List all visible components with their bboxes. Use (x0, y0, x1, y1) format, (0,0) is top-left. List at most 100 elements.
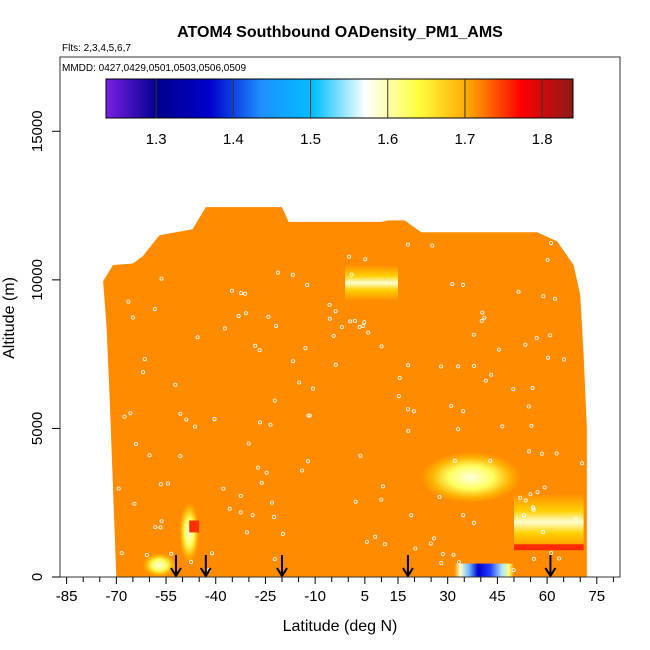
x-tick-label: -10 (304, 588, 326, 605)
x-tick-label: -85 (56, 588, 78, 605)
sample-points (116, 221, 585, 573)
sample-point (152, 307, 157, 312)
sample-point (266, 314, 271, 319)
sample-point (489, 372, 494, 377)
sample-point (366, 330, 371, 335)
sample-point (126, 299, 131, 304)
sample-point (364, 539, 369, 544)
sample-point (397, 375, 402, 380)
sample-point (195, 335, 200, 340)
sample-point (542, 485, 547, 490)
x-tick-label: -70 (105, 588, 127, 605)
sample-point (363, 257, 368, 262)
sample-point (557, 556, 562, 561)
sample-point (153, 525, 158, 530)
y-tick-label: 10000 (29, 259, 46, 301)
sample-point (184, 417, 189, 422)
sample-point (554, 451, 559, 456)
flight-arrows (170, 555, 557, 578)
sample-point (528, 225, 533, 230)
sample-point (236, 313, 241, 318)
sample-point (526, 404, 531, 409)
sample-point (310, 386, 315, 391)
y-tick-label: 0 (29, 573, 46, 581)
sample-point (272, 515, 277, 520)
sample-point (158, 482, 163, 487)
x-tick-label: 30 (439, 588, 456, 605)
sample-point (147, 240, 152, 245)
sample-point (488, 458, 493, 463)
sample-point (130, 315, 135, 320)
sample-point (238, 510, 243, 515)
heatmap-feature (142, 553, 176, 577)
sample-point (411, 409, 416, 414)
sample-point (535, 490, 540, 495)
sample-point (541, 294, 546, 299)
sample-point (531, 556, 536, 561)
x-axis-label: Latitude (deg N) (283, 618, 398, 635)
sample-point (159, 276, 164, 281)
sample-point (140, 370, 145, 375)
sample-point (482, 315, 487, 320)
sample-point (379, 497, 384, 502)
sample-point (250, 513, 255, 518)
sample-point (264, 470, 269, 475)
heatmap-feature (454, 563, 514, 577)
sample-point (437, 494, 442, 499)
x-tick-label: -55 (155, 588, 177, 605)
sample-point (192, 424, 197, 429)
sample-point (553, 296, 558, 301)
sample-point (580, 461, 585, 466)
heatmap-feature (514, 544, 584, 551)
sample-point (239, 291, 244, 296)
sample-point (361, 323, 366, 328)
sample-point (128, 411, 133, 416)
sample-point (333, 362, 338, 367)
sample-point (439, 364, 444, 369)
sample-point (573, 236, 578, 241)
sample-point (578, 244, 583, 249)
sample-point (406, 428, 411, 433)
sample-point (406, 363, 411, 368)
heatmap-feature (514, 493, 584, 551)
sample-point (440, 552, 445, 557)
sample-point (539, 451, 544, 456)
sample-point (305, 459, 310, 464)
sample-point (238, 493, 243, 498)
sample-point (405, 407, 410, 412)
sample-point (297, 380, 302, 385)
sample-point (227, 506, 232, 511)
sample-point (460, 282, 465, 287)
sample-point (349, 272, 354, 277)
sample-point (452, 458, 457, 463)
sample-point (222, 326, 227, 331)
sample-point (269, 500, 274, 505)
colorbar-tick-label: 1.4 (223, 131, 244, 148)
sample-point (480, 310, 485, 315)
sample-point (246, 441, 251, 446)
sample-point (358, 453, 363, 458)
y-axis: 0 5000 10000 15000 (29, 110, 60, 581)
sample-point (178, 411, 183, 416)
sample-point (405, 242, 410, 247)
colorbar: 1.3 1.4 1.5 1.6 1.7 1.8 (105, 78, 574, 148)
x-tick-label: 60 (539, 588, 556, 605)
sample-point (352, 318, 357, 323)
sample-point (272, 557, 277, 562)
sample-point (456, 364, 461, 369)
sample-point (259, 480, 264, 485)
sample-point (428, 541, 433, 546)
sample-point (122, 414, 127, 419)
sample-point (531, 505, 536, 510)
sample-point (362, 320, 367, 325)
sample-point (280, 531, 285, 536)
sample-point (255, 465, 260, 470)
sample-point (253, 343, 258, 348)
sample-point (409, 513, 414, 518)
chart-title: ATOM4 Southbound OADensity_PM1_AMS (177, 24, 503, 41)
flights-label: Flts: 2,3,4,5,6,7 (62, 43, 131, 54)
sample-point (300, 468, 305, 473)
sample-point (290, 272, 295, 277)
sample-point (545, 257, 550, 262)
